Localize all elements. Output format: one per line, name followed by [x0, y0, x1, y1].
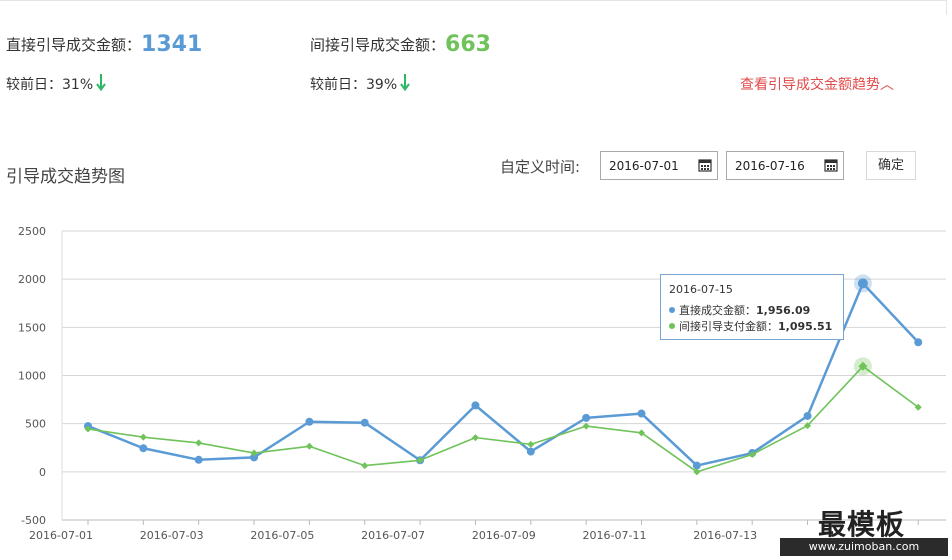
- y-tick-label: 1000: [18, 370, 46, 383]
- chart-title: 引导成交趋势图: [6, 167, 125, 187]
- calendar-icon[interactable]: [698, 158, 712, 175]
- direct-data-point: [194, 455, 203, 464]
- direct-data-point: [526, 447, 535, 456]
- y-tick-label: 2000: [18, 273, 46, 286]
- top-divider-edge: [946, 0, 947, 15]
- arrow-down-icon: [96, 74, 106, 95]
- x-tick-label: 2016-07-05: [250, 529, 314, 542]
- watermark-logo: 最模板: [818, 508, 906, 541]
- indirect-series-line: [87, 365, 919, 473]
- direct-compare: 较前日：31%: [6, 74, 106, 95]
- indirect-data-point: [858, 361, 868, 371]
- start-date-input[interactable]: 2016-07-01: [600, 151, 718, 180]
- confirm-button[interactable]: 确定: [866, 151, 916, 180]
- direct-data-point: [360, 418, 369, 427]
- end-date-input[interactable]: 2016-07-16: [726, 151, 844, 180]
- indirect-summary: 间接引导成交金额：663: [310, 32, 491, 57]
- trend-line-chart: -500 0 500 1000 1500 2000 2500 2016-07-01 2016-0…: [18, 225, 946, 542]
- direct-data-point: [637, 409, 646, 418]
- direct-data-point: [857, 278, 868, 289]
- indirect-data-point: [748, 450, 756, 458]
- chart-tooltip: 2016-07-15 直接成交金额：1,956.09 间接引导支付金额：1,09…: [660, 274, 844, 340]
- direct-data-point: [803, 411, 812, 420]
- indirect-data-point: [527, 440, 535, 448]
- direct-data-point: [692, 461, 701, 470]
- direct-data-point: [139, 444, 148, 453]
- y-tick-label: -500: [21, 514, 46, 527]
- indirect-data-point: [471, 434, 479, 442]
- arrow-down-icon: [400, 74, 410, 95]
- indirect-data-point: [693, 468, 701, 476]
- y-tick-label: 500: [25, 418, 46, 431]
- indirect-data-point: [638, 429, 645, 437]
- y-tick-label: 1500: [18, 321, 46, 334]
- series-dot-icon: [669, 323, 675, 329]
- indirect-data-point: [804, 422, 812, 430]
- y-tick-label: 2500: [18, 225, 46, 238]
- direct-value: 1341: [141, 32, 203, 57]
- x-tick-label: 2016-07-03: [140, 529, 204, 542]
- x-tick-label: 2016-07-13: [693, 529, 757, 542]
- direct-data-point: [914, 338, 923, 347]
- x-tick-label: 2016-07-11: [583, 529, 647, 542]
- indirect-compare-value: 39%: [366, 77, 398, 93]
- indirect-data-point: [416, 456, 424, 464]
- x-tick-label: 2016-07-07: [361, 529, 425, 542]
- indirect-data-point: [250, 449, 258, 457]
- start-date-value: 2016-07-01: [609, 159, 679, 173]
- direct-series-line: [87, 282, 920, 467]
- tooltip-date: 2016-07-15: [669, 283, 733, 296]
- indirect-label: 间接引导成交金额：: [310, 36, 446, 54]
- series-dot-icon: [669, 307, 675, 313]
- indirect-compare-label: 较前日：: [310, 77, 366, 93]
- direct-label: 直接引导成交金额：: [6, 36, 142, 54]
- direct-data-point: [582, 413, 591, 422]
- tooltip-indirect-value: 1,095.51: [778, 320, 833, 333]
- indirect-data-point: [305, 442, 313, 450]
- y-tick-label: 0: [39, 466, 46, 479]
- tooltip-direct-value: 1,956.09: [756, 304, 811, 317]
- view-trend-link[interactable]: 查看引导成交金额趋势︿: [740, 77, 894, 93]
- tooltip-row-indirect: 间接引导支付金额：1,095.51: [669, 318, 832, 334]
- x-tick-label: 2016-07-01: [29, 529, 93, 542]
- indirect-value: 663: [445, 32, 491, 57]
- direct-data-point: [250, 453, 259, 462]
- top-divider: [0, 0, 946, 1]
- x-tick-label: 2016-07-09: [472, 529, 536, 542]
- tooltip-indirect-name: 间接引导支付金额：: [679, 320, 778, 333]
- tooltip-row-direct: 直接成交金额：1,956.09: [669, 302, 810, 318]
- custom-time-label: 自定义时间:: [500, 158, 581, 176]
- indirect-data-point: [582, 422, 590, 430]
- tooltip-direct-name: 直接成交金额：: [679, 304, 756, 317]
- end-date-value: 2016-07-16: [735, 159, 805, 173]
- indirect-data-point: [361, 462, 369, 470]
- indirect-data-point: [914, 403, 922, 411]
- watermark-url: www.zuimoban.com: [780, 538, 948, 556]
- indirect-compare: 较前日：39%: [310, 74, 410, 95]
- indirect-data-point: [195, 439, 203, 447]
- direct-data-point: [305, 417, 314, 426]
- calendar-icon[interactable]: [824, 158, 838, 175]
- direct-compare-value: 31%: [62, 77, 94, 93]
- direct-data-point: [471, 401, 480, 410]
- indirect-data-point: [139, 433, 147, 441]
- direct-summary: 直接引导成交金额：1341: [6, 32, 202, 57]
- indirect-data-point: [84, 425, 92, 433]
- direct-compare-label: 较前日：: [6, 77, 62, 93]
